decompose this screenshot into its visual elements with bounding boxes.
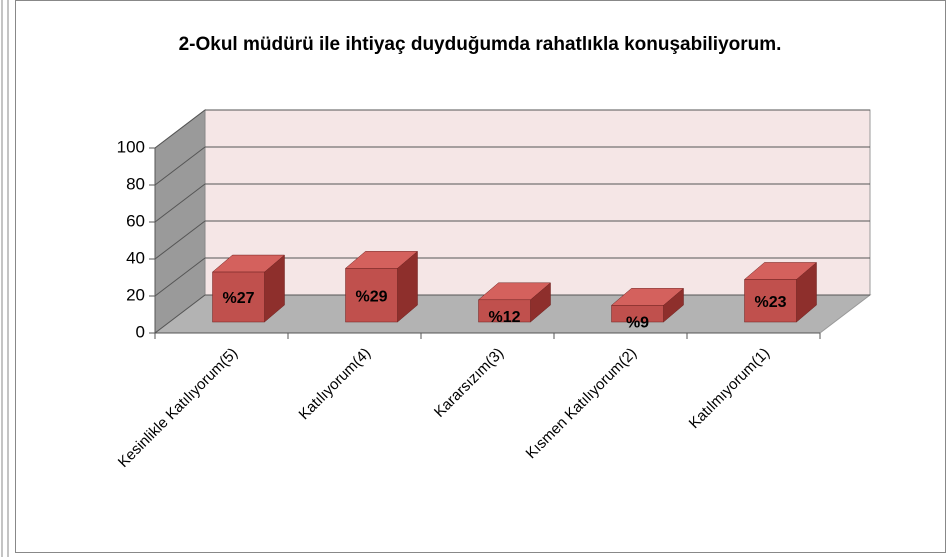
y-tick-label: 20 <box>126 285 145 304</box>
bar <box>345 268 398 323</box>
chart-title: 2-Okul müdürü ile ihtiyaç duyduğumda rah… <box>179 34 782 55</box>
side-wall <box>154 108 206 335</box>
bar <box>212 271 265 323</box>
bar <box>611 305 664 323</box>
y-tick-label: 60 <box>126 211 145 230</box>
value-label: %29 <box>355 288 387 305</box>
grid-line <box>154 257 206 297</box>
value-label: %23 <box>754 294 786 311</box>
value-label: %12 <box>488 309 520 326</box>
grid-line <box>154 146 206 186</box>
value-label: %9 <box>626 315 649 332</box>
y-tick-label: 80 <box>126 174 145 193</box>
bar <box>478 299 531 323</box>
y-tick-label: 40 <box>126 248 145 267</box>
grid-line <box>154 220 206 260</box>
y-tick-label: 0 <box>136 322 145 341</box>
grid-line <box>154 294 206 334</box>
bar <box>744 279 797 323</box>
grid-line <box>154 109 206 149</box>
y-tick-label: 100 <box>117 137 145 156</box>
value-label: %27 <box>222 290 254 307</box>
grid-line <box>154 183 206 223</box>
